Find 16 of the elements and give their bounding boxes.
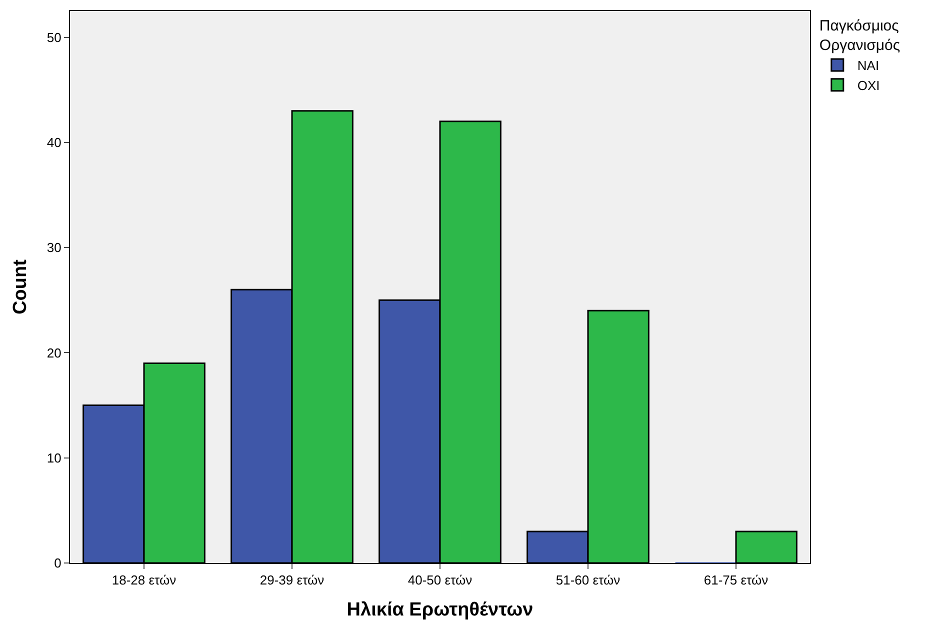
- y-tick-label: 50: [46, 30, 62, 45]
- x-tick-label: 61-75 ετών: [704, 572, 768, 588]
- y-axis-title: Count: [10, 258, 31, 314]
- y-tick-label: 10: [46, 450, 62, 466]
- x-axis-title: Ηλικία Ερωτηθέντων: [346, 599, 534, 620]
- legend-title: Παγκόσμιος Οργανισμός: [819, 18, 900, 54]
- x-tick-label: 18-28 ετών: [112, 572, 176, 588]
- legend-label: ΟΧΙ: [857, 78, 880, 93]
- x-tick-label: 51-60 ετών: [556, 572, 620, 588]
- y-tick-label: 0: [54, 556, 62, 571]
- y-tick-label: 20: [46, 345, 62, 360]
- x-tick-label: 29-39 ετών: [260, 572, 324, 588]
- y-tick-label: 40: [46, 134, 62, 150]
- x-tick-label: 40-50 ετών: [408, 572, 472, 588]
- y-tick-label: 30: [46, 240, 62, 256]
- legend-label: ΝΑΙ: [857, 58, 880, 74]
